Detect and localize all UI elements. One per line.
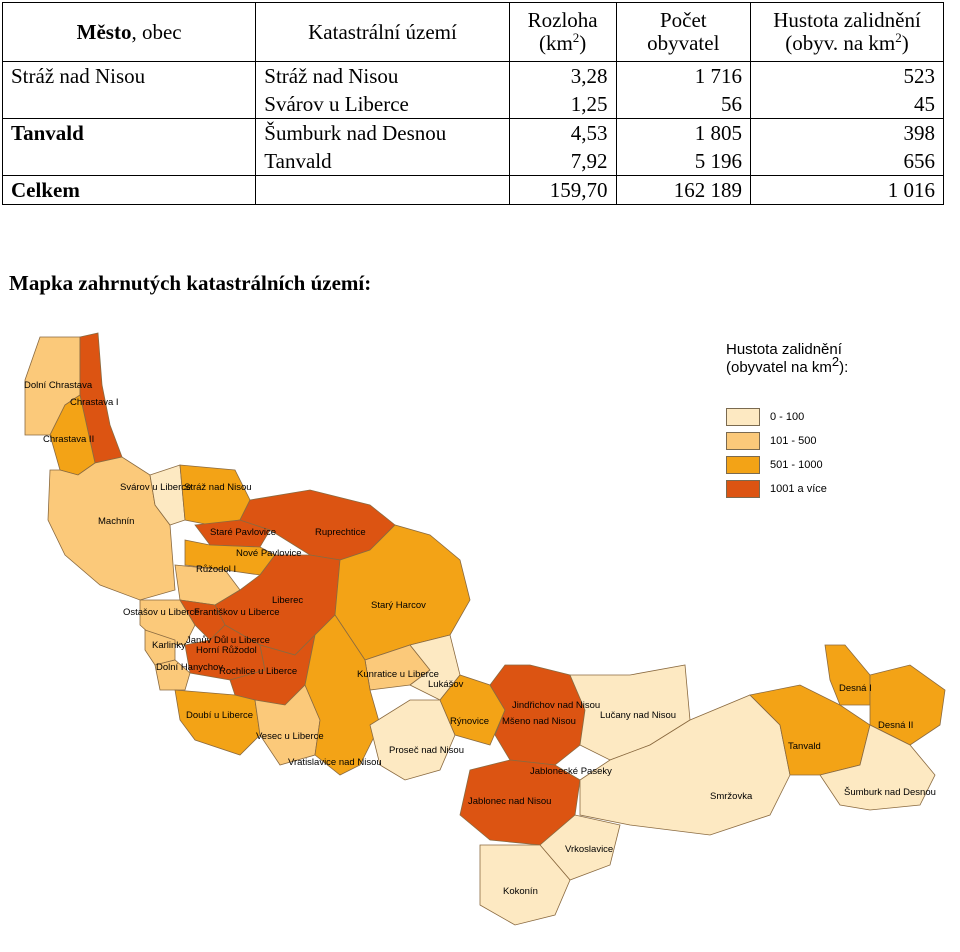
cell-pocet: 5 196 bbox=[615, 147, 752, 176]
table-row: Tanvald Šumburk nad Desnou 4,53 1 805 39… bbox=[1, 118, 944, 147]
header-city: Město, obec bbox=[1, 2, 257, 62]
map-label: Rochlice u Liberce bbox=[219, 666, 298, 677]
legend-swatch bbox=[726, 456, 760, 474]
map-label: Machnín bbox=[98, 516, 135, 527]
region-svarov bbox=[149, 464, 186, 526]
map-label: Svárov u Liberce bbox=[120, 482, 192, 493]
map-label: Jablonec nad Nisou bbox=[468, 796, 552, 807]
map-label: Kokonín bbox=[503, 886, 538, 897]
map-label: Chrastava I bbox=[70, 397, 119, 408]
cell-area: Svárov u Liberce bbox=[255, 90, 510, 119]
map-heading: Mapka zahrnutých katastrálních území: bbox=[9, 271, 372, 295]
map-label: Staré Pavlovice bbox=[210, 527, 277, 538]
map-label: Horní Růžodol bbox=[196, 645, 257, 656]
cell-pocet: 162 189 bbox=[615, 175, 752, 205]
table-row-total: Celkem 159,70 162 189 1 016 bbox=[1, 175, 944, 205]
cell-hustota: 1 016 bbox=[750, 175, 944, 205]
map-label: Lukášov bbox=[428, 679, 464, 690]
cell-area: Stráž nad Nisou bbox=[255, 61, 510, 90]
header-hustota: Hustota zalidnění (obyv. na km2) bbox=[750, 2, 944, 62]
region-kokonin bbox=[479, 844, 571, 926]
map-label: Růžodol I bbox=[196, 564, 237, 575]
map-label: Janův Důl u Liberce bbox=[186, 635, 270, 646]
cell-city bbox=[1, 90, 257, 119]
cell-city bbox=[1, 147, 257, 176]
map-label: Desná II bbox=[878, 720, 914, 731]
map-label: Nové Pavlovice bbox=[236, 548, 302, 559]
map-label: Doubí u Liberce bbox=[186, 710, 254, 721]
map-label: Rýnovice bbox=[450, 716, 490, 727]
map-label: Dolní Chrastava bbox=[24, 380, 93, 391]
map-label: Vesec u Liberce bbox=[256, 731, 324, 742]
cell-hustota: 45 bbox=[750, 90, 944, 119]
map-label: Karlinky bbox=[152, 640, 186, 651]
population-table: Město, obec Katastrální území Rozloha (km… bbox=[1, 2, 944, 205]
cell-hustota: 656 bbox=[750, 147, 944, 176]
cell-area bbox=[255, 175, 510, 205]
map-label: Františkov u Liberce bbox=[194, 607, 280, 618]
map-label: Liberec bbox=[272, 595, 304, 606]
region-doubi bbox=[174, 689, 261, 756]
map-label: Proseč nad Nisou bbox=[389, 745, 464, 756]
table-row: Tanvald 7,92 5 196 656 bbox=[1, 147, 944, 176]
cell-city: Stráž nad Nisou bbox=[1, 61, 257, 90]
cell-area: Šumburk nad Desnou bbox=[255, 118, 510, 147]
cell-rozloha: 3,28 bbox=[508, 61, 617, 90]
map-label: Lučany nad Nisou bbox=[600, 710, 677, 721]
region-straz bbox=[179, 464, 251, 526]
map-label: Desná I bbox=[839, 683, 872, 694]
legend-swatch bbox=[726, 432, 760, 450]
region-mseno bbox=[489, 664, 586, 766]
region-prosec bbox=[369, 699, 456, 781]
cell-rozloha: 1,25 bbox=[508, 90, 617, 119]
cell-pocet: 1 716 bbox=[615, 61, 752, 90]
table-row: Svárov u Liberce 1,25 56 45 bbox=[1, 90, 944, 119]
map-label: Dolní Hanychov bbox=[156, 662, 224, 673]
header-area: Katastrální území bbox=[255, 2, 510, 62]
region-desna-1 bbox=[824, 644, 871, 706]
map-svg bbox=[24, 332, 946, 926]
map-label: Ruprechtice bbox=[315, 527, 366, 538]
region-smrzovka bbox=[579, 694, 791, 836]
map-label: Vratislavice nad Nisou bbox=[288, 757, 382, 768]
cell-hustota: 398 bbox=[750, 118, 944, 147]
table-header-row: Město, obec Katastrální území Rozloha (km… bbox=[1, 2, 944, 62]
legend-item: 0 - 100 bbox=[726, 408, 804, 426]
cell-rozloha: 4,53 bbox=[508, 118, 617, 147]
header-rozloha: Rozloha (km2) bbox=[508, 2, 617, 62]
table-row: Stráž nad Nisou Stráž nad Nisou 3,28 1 7… bbox=[1, 61, 944, 90]
map-label: Smržovka bbox=[710, 791, 753, 802]
map-label: Tanvald bbox=[788, 741, 821, 752]
region-dolni-hanychov bbox=[154, 659, 191, 691]
cell-pocet: 1 805 bbox=[615, 118, 752, 147]
region-stare-pavlovice bbox=[194, 519, 271, 548]
cadastral-map: Hustota zalidnění (obyvatel na km2): 0 -… bbox=[10, 325, 956, 950]
legend-swatch bbox=[726, 408, 760, 426]
map-label: Stráž nad Nisou bbox=[184, 482, 252, 493]
map-label: Ostašov u Liberce bbox=[123, 607, 200, 618]
legend-swatch bbox=[726, 480, 760, 498]
cell-city: Tanvald bbox=[1, 118, 257, 147]
legend-item: 1001 a více bbox=[726, 480, 827, 498]
legend-item: 101 - 500 bbox=[726, 432, 816, 450]
cell-area: Tanvald bbox=[255, 147, 510, 176]
map-label: Vrkoslavice bbox=[565, 844, 614, 855]
map-label: Jindřichov nad Nisou bbox=[512, 700, 601, 711]
cell-rozloha: 7,92 bbox=[508, 147, 617, 176]
map-label: Mšeno nad Nisou bbox=[502, 716, 576, 727]
map-label: Chrastava II bbox=[43, 434, 95, 445]
map-legend: Hustota zalidnění (obyvatel na km2): 0 -… bbox=[726, 341, 926, 498]
region-sumburk bbox=[819, 724, 936, 811]
cell-hustota: 523 bbox=[750, 61, 944, 90]
map-label: Jablonecké Paseky bbox=[530, 766, 612, 777]
cell-pocet: 56 bbox=[615, 90, 752, 119]
cell-rozloha: 159,70 bbox=[508, 175, 617, 205]
map-label: Starý Harcov bbox=[371, 600, 426, 611]
cell-city: Celkem bbox=[1, 175, 257, 205]
map-label: Šumburk nad Desnou bbox=[844, 787, 936, 798]
legend-title: Hustota zalidnění (obyvatel na km2): bbox=[726, 341, 849, 376]
map-label: Kunratice u Liberce bbox=[357, 669, 439, 680]
header-pocet: Počet obyvatel bbox=[615, 2, 752, 62]
legend-item: 501 - 1000 bbox=[726, 456, 823, 474]
